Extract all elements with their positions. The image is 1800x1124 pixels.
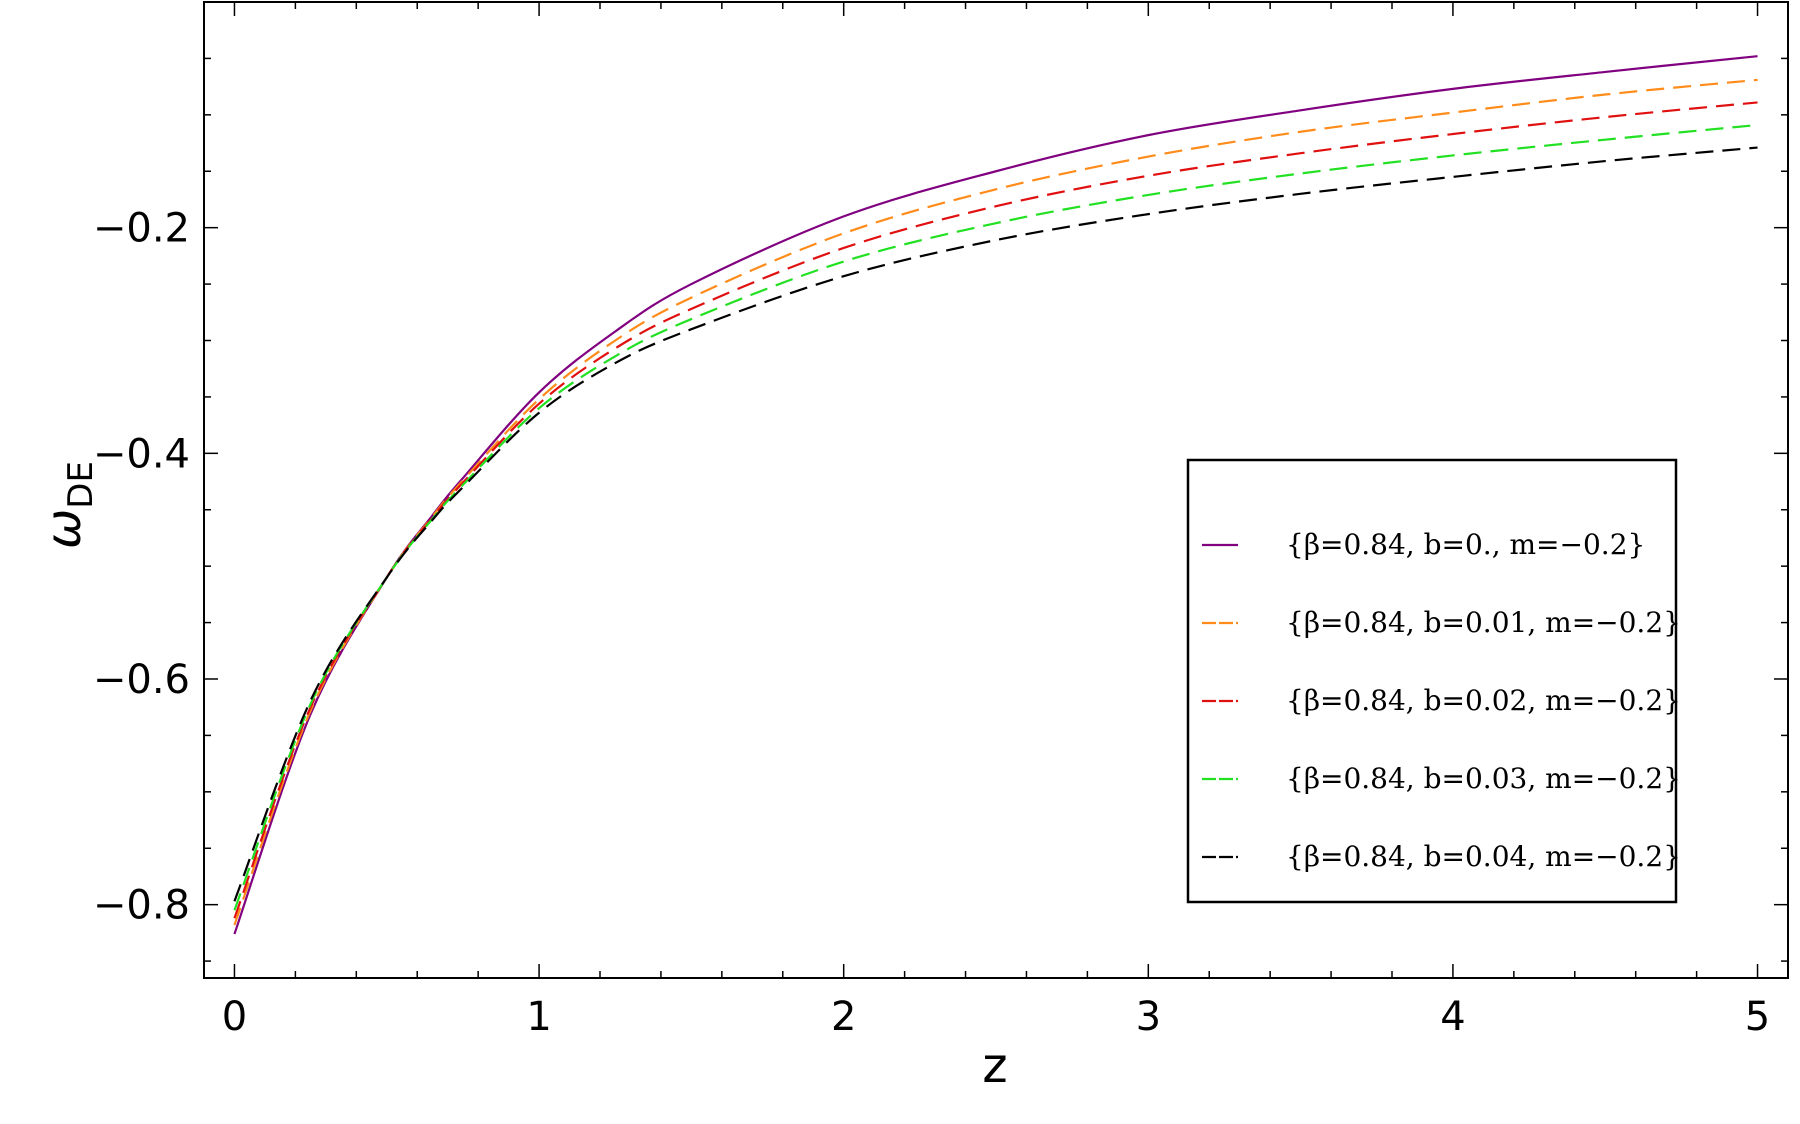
x-tick-label-5: 5 bbox=[1745, 994, 1770, 1040]
x-tick-label-0: 0 bbox=[222, 994, 247, 1040]
x-tick-label-3: 3 bbox=[1136, 994, 1161, 1040]
y-axis-title-group: ωDE bbox=[36, 461, 101, 549]
x-tick-label-1: 1 bbox=[526, 994, 551, 1040]
svg-text:ωDE: ωDE bbox=[36, 461, 101, 549]
x-tick-label-2: 2 bbox=[831, 994, 856, 1040]
series-line-2 bbox=[233, 101, 1758, 919]
legend-box bbox=[1186, 458, 1678, 904]
plot-area bbox=[233, 55, 1758, 935]
axes: 0 1 2 3 4 5 −0.8 −0.6 −0.4 −0.2 bbox=[93, 1, 1789, 1040]
y-tick-label-3: −0.2 bbox=[93, 206, 190, 252]
y-axis-title: ω bbox=[36, 509, 92, 549]
legend-label-3: {β=0.84, b=0.03, m=−0.2} bbox=[1286, 762, 1681, 795]
legend-label-4: {β=0.84, b=0.04, m=−0.2} bbox=[1286, 840, 1681, 873]
legend-label-1: {β=0.84, b=0.01, m=−0.2} bbox=[1286, 606, 1681, 639]
x-axis-title: z bbox=[982, 1038, 1007, 1094]
x-tick-label-4: 4 bbox=[1440, 994, 1465, 1040]
y-tick-label-2: −0.4 bbox=[93, 431, 190, 477]
y-tick-label-0: −0.8 bbox=[93, 883, 190, 929]
legend-label-0: {β=0.84, b=0., m=−0.2} bbox=[1286, 528, 1645, 561]
y-tick-label-1: −0.6 bbox=[93, 657, 190, 703]
plot-frame bbox=[203, 1, 1789, 979]
y-axis-title-subscript: DE bbox=[61, 461, 101, 509]
series-line-4 bbox=[233, 146, 1758, 902]
legend-label-2: {β=0.84, b=0.02, m=−0.2} bbox=[1286, 684, 1681, 717]
legend: {β=0.84, b=0., m=−0.2} {β=0.84, b=0.01, m… bbox=[1186, 458, 1681, 904]
